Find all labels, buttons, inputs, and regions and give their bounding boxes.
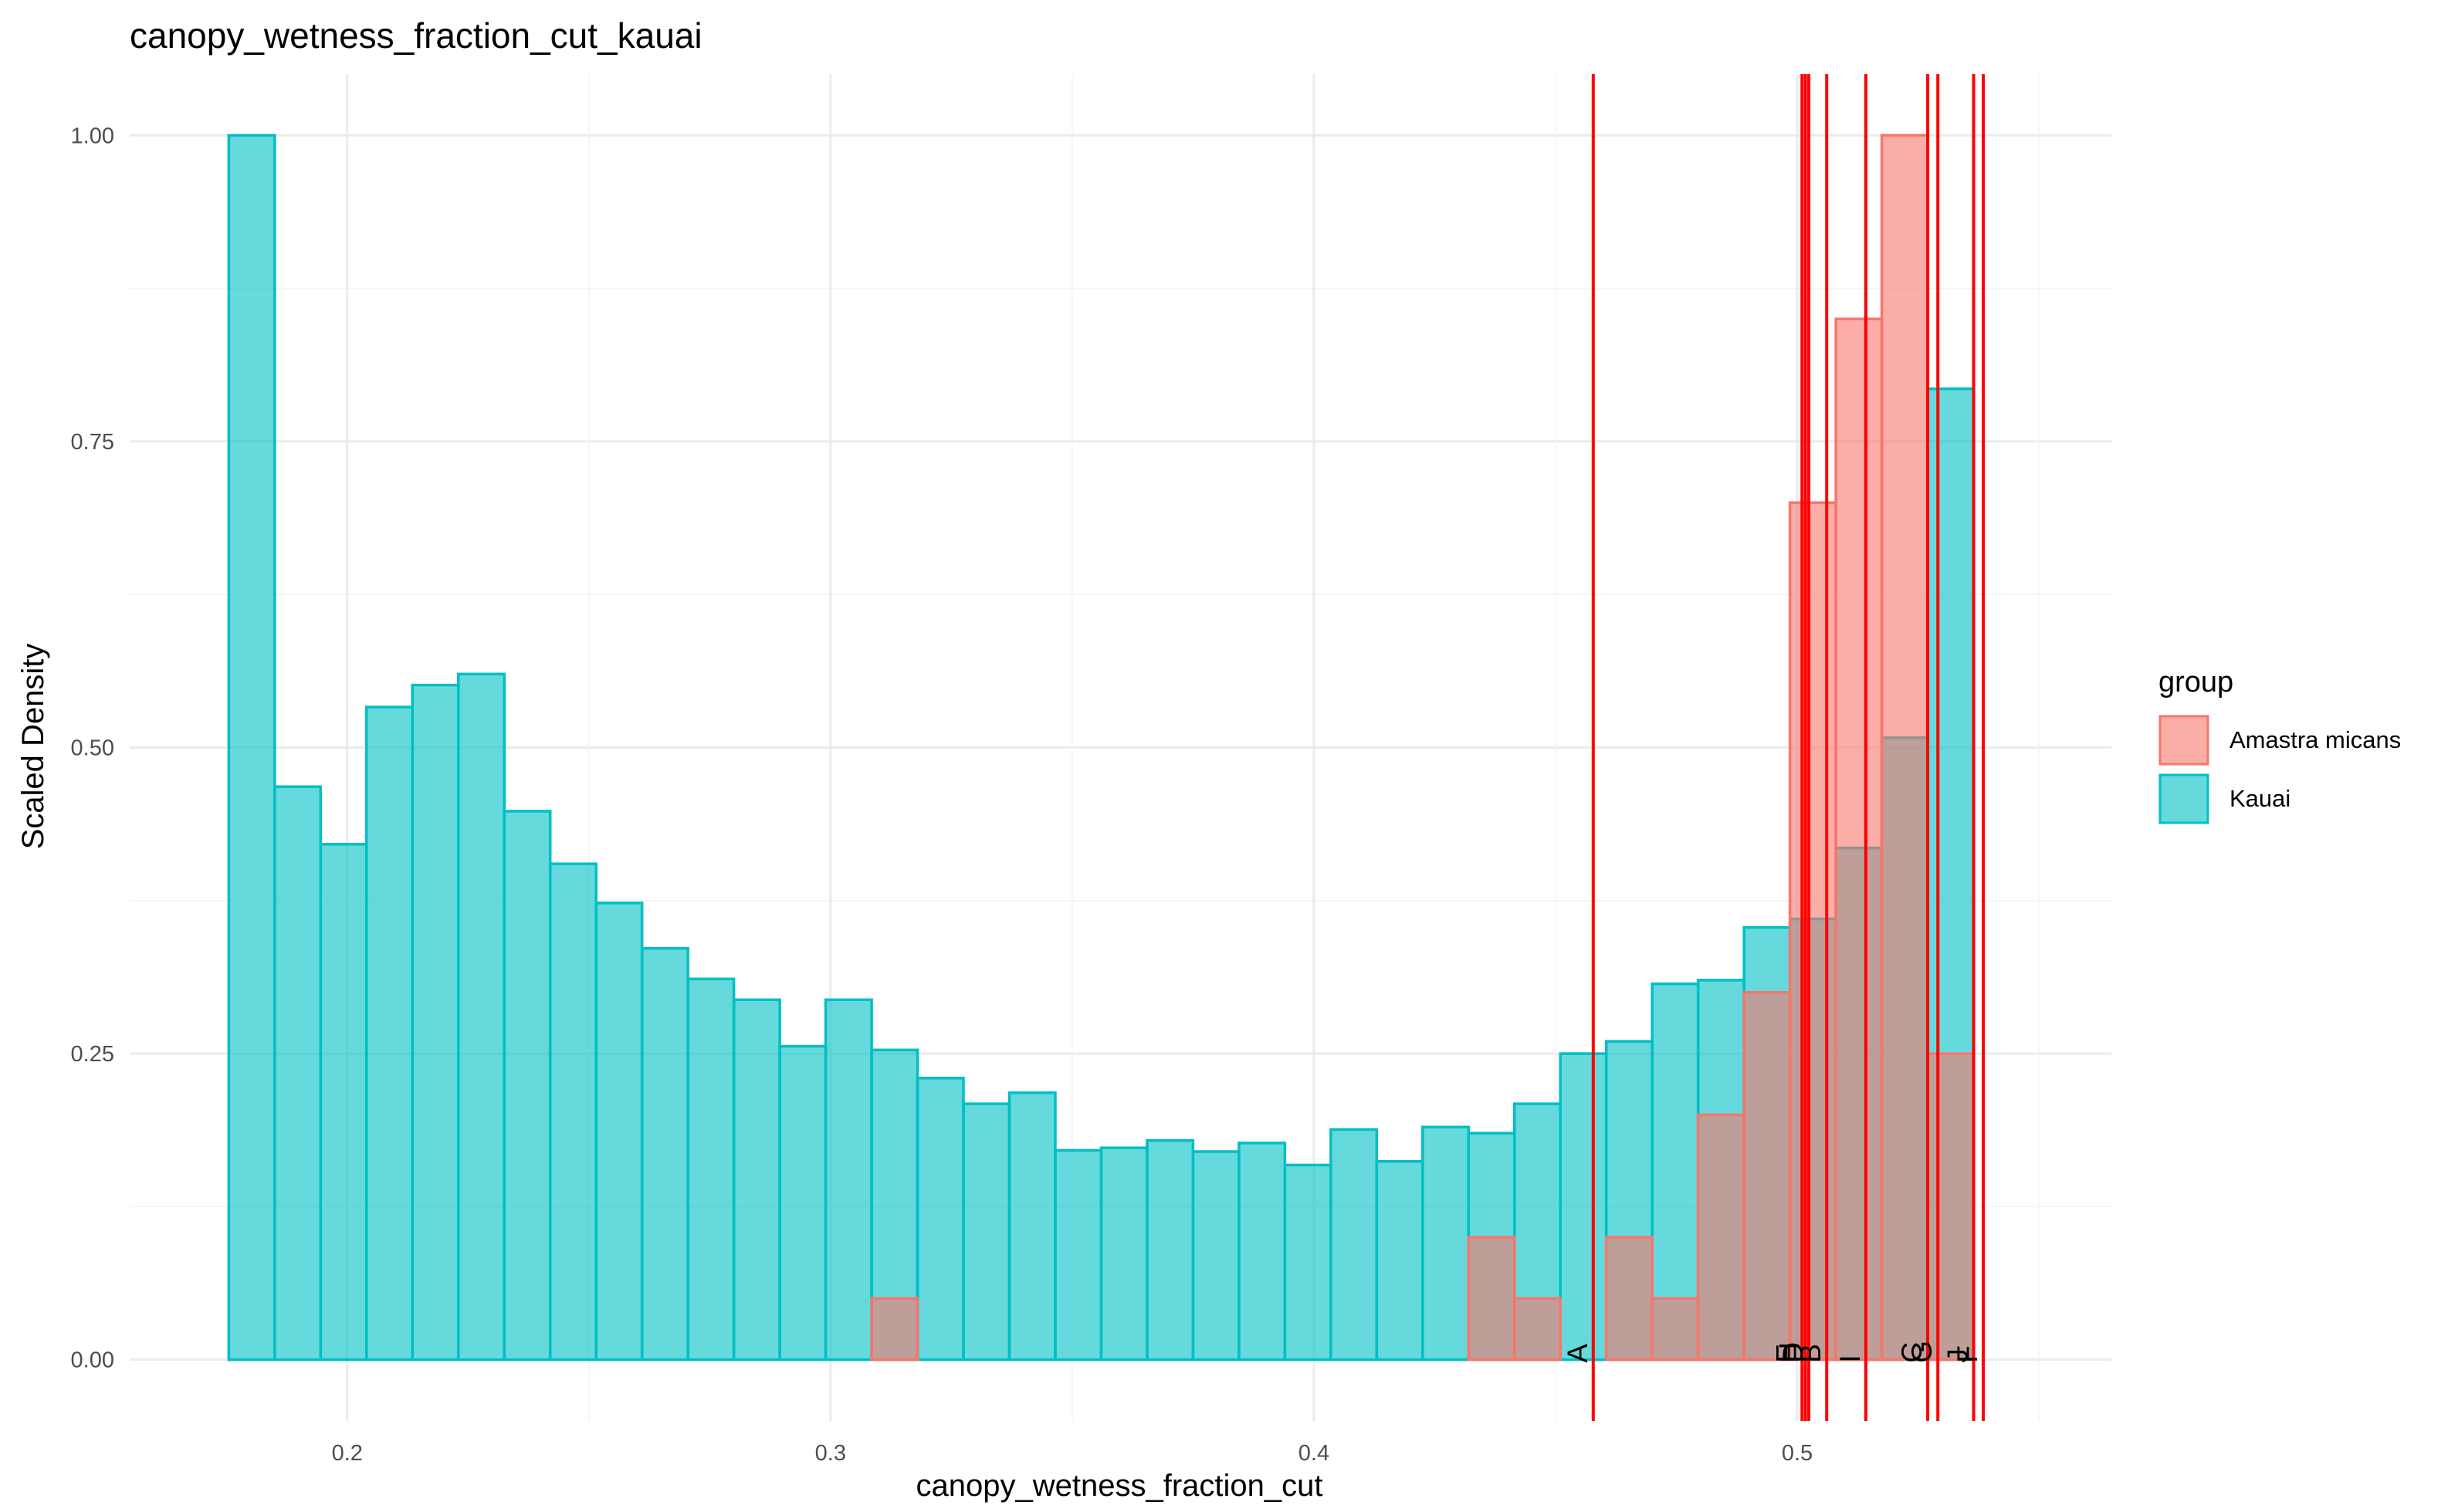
x-tick-label: 0.4 xyxy=(1298,1441,1329,1466)
legend-label-amastra-micans: Amastra micans xyxy=(2229,726,2401,753)
vline-label-e: E xyxy=(1770,1344,1802,1363)
vline-label-f: F xyxy=(1952,1345,1983,1363)
kauai-bar xyxy=(640,946,689,1361)
amastra-micans-bar xyxy=(1788,501,1837,1361)
kauai-bar xyxy=(1237,1142,1287,1361)
amastra-micans-bar xyxy=(870,1297,919,1361)
kauai-bar xyxy=(548,862,598,1361)
kauai-series xyxy=(227,134,1976,1361)
y-axis-ticks: 0.00 0.25 0.50 0.75 1.00 xyxy=(71,123,114,1372)
kauai-bar xyxy=(365,705,415,1361)
y-tick-label: 0.00 xyxy=(71,1348,114,1373)
y-tick-label: 0.75 xyxy=(71,430,114,455)
kauai-bar xyxy=(916,1077,965,1361)
amastra-micans-bar xyxy=(1834,317,1884,1361)
y-tick-label: 1.00 xyxy=(71,123,114,148)
legend: group Amastra micans Kauai xyxy=(2158,666,2401,824)
kauai-bar xyxy=(411,683,460,1361)
kauai-bar xyxy=(686,977,736,1361)
kauai-bar xyxy=(594,901,644,1361)
amastra-micans-bar xyxy=(1513,1297,1562,1361)
amastra-micans-bar xyxy=(1926,1052,1976,1361)
kauai-bar xyxy=(273,785,323,1361)
vline-label-i: I xyxy=(1834,1355,1866,1362)
vline-label-c: C xyxy=(1896,1342,1928,1363)
kauai-bar xyxy=(503,810,552,1361)
vline-label-d: D xyxy=(1777,1342,1809,1363)
vline-label-g: G xyxy=(1906,1341,1938,1363)
kauai-bar xyxy=(1191,1150,1241,1361)
amastra-micans-bar xyxy=(1467,1236,1516,1361)
y-tick-label: 0.25 xyxy=(71,1042,114,1067)
kauai-bar xyxy=(1099,1146,1149,1361)
legend-swatch-kauai xyxy=(2158,773,2209,824)
y-axis-title: Scaled Density xyxy=(16,644,50,850)
amastra-micans-bar xyxy=(1742,991,1792,1361)
kauai-bar xyxy=(1146,1138,1195,1361)
vline-label-j: J xyxy=(1942,1348,1974,1363)
kauai-bar xyxy=(319,843,368,1361)
kauai-bar xyxy=(778,1044,828,1361)
x-tick-label: 0.2 xyxy=(332,1441,363,1466)
kauai-bar xyxy=(1421,1125,1471,1361)
kauai-bar xyxy=(456,672,506,1361)
amastra-micans-bar xyxy=(1604,1236,1654,1361)
kauai-bar xyxy=(1283,1163,1332,1361)
amastra-micans-bar xyxy=(1651,1297,1700,1361)
vline-label-b: B xyxy=(1795,1344,1827,1363)
x-axis-title: canopy_wetness_fraction_cut xyxy=(916,1469,1323,1503)
x-axis-ticks: 0.2 0.3 0.4 0.5 xyxy=(332,1441,1813,1466)
vline-label-h: H xyxy=(1774,1342,1806,1363)
legend-swatch-amastra-micans xyxy=(2158,715,2209,766)
x-tick-label: 0.5 xyxy=(1782,1441,1813,1466)
kauai-bar xyxy=(962,1102,1011,1361)
legend-title: group xyxy=(2158,666,2233,698)
kauai-bar xyxy=(732,998,781,1361)
kauai-bar xyxy=(1007,1091,1057,1361)
kauai-bar xyxy=(1651,982,1700,1361)
y-tick-label: 0.50 xyxy=(71,736,114,761)
legend-label-kauai: Kauai xyxy=(2229,785,2290,812)
kauai-bar xyxy=(227,134,276,1361)
chart-title: canopy_wetness_fraction_cut_kauai xyxy=(130,15,703,56)
vline-label-a: A xyxy=(1562,1344,1593,1363)
kauai-bar xyxy=(1375,1159,1424,1361)
kauai-bar xyxy=(824,998,873,1361)
amastra-micans-bar xyxy=(1696,1113,1745,1361)
x-tick-label: 0.3 xyxy=(815,1441,846,1466)
amastra-micans-bar xyxy=(1880,134,1929,1361)
kauai-bar xyxy=(1329,1128,1379,1361)
kauai-bar xyxy=(1054,1148,1103,1361)
kauai-bar xyxy=(1559,1052,1608,1361)
